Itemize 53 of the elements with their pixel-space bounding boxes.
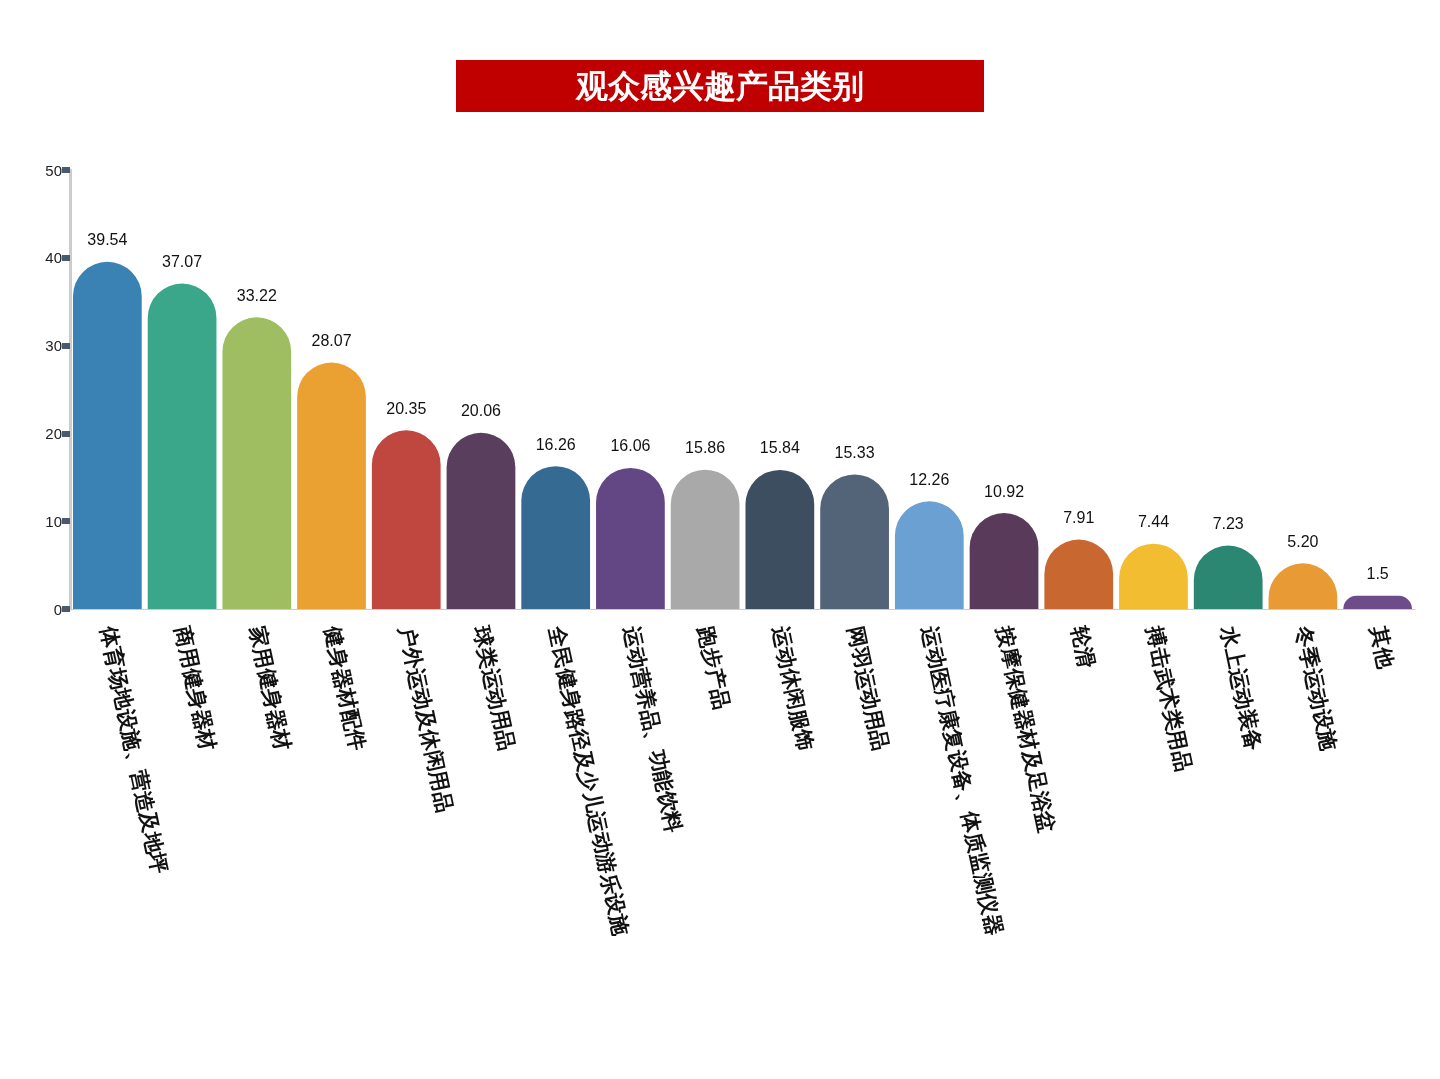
bar [297,362,366,609]
data-label: 15.86 [685,439,726,457]
x-tick-label: 轮滑 [1066,623,1100,671]
data-label: 28.07 [311,332,352,350]
x-tick-label: 运动营养品、功能饮料 [618,623,686,835]
y-tick-label: 0 [53,600,62,618]
data-label: 12.26 [909,470,950,488]
x-tick-label: 按摩保健器材及足浴盆 [992,623,1060,835]
y-tick-label: 40 [45,249,62,267]
bar [222,317,292,609]
data-label: 7.23 [1212,515,1244,533]
y-tick-label: 10 [45,512,62,530]
bar [596,467,665,609]
x-tick-label: 网羽运动用品 [842,624,893,753]
data-label: 15.84 [759,439,800,457]
data-label: 10.92 [984,482,1025,500]
data-label: 20.35 [386,399,427,417]
bar [72,261,142,609]
x-tick-label: 球类运动用品 [469,623,519,753]
bar [745,469,815,609]
data-label: 7.91 [1063,509,1095,527]
y-tick-label: 50 [45,161,62,179]
y-tick-label: 20 [45,424,62,442]
x-tick-label: 商用健身器材 [170,623,221,753]
x-tick-label: 跑步产品 [693,623,735,712]
bar [371,430,441,609]
data-label: 20.06 [460,402,502,420]
x-tick-label: 运动休闲服饰 [767,623,818,753]
bar [521,466,591,609]
x-tick-label: 水上运动装备 [1216,623,1267,753]
bar [446,432,516,609]
x-tick-label: 户外运动及休闲用品 [394,623,458,815]
chart-title: 观众感兴趣产品类别 [575,67,864,105]
x-tick-label: 体育场地设施、营造及地坪 [95,623,172,876]
x-tick-label: 家用健身器材 [244,623,295,753]
data-label: 7.44 [1137,513,1170,531]
bar [670,469,740,609]
data-label: 39.54 [87,231,128,249]
data-label: 5.20 [1287,532,1319,550]
data-label: 1.5 [1366,565,1389,583]
y-tick-label: 30 [45,337,62,355]
data-label: 16.26 [535,435,576,453]
x-tick-label: 冬季运动设施 [1290,623,1341,753]
x-tick-label: 健身器材配件 [319,623,370,753]
x-tick-label: 搏击武术类用品 [1141,623,1196,774]
data-label: 16.06 [610,437,651,455]
data-label: 37.07 [162,253,203,271]
bar [894,501,964,609]
bar [147,283,217,609]
x-tick-label: 其他 [1365,623,1399,672]
data-label: 15.33 [834,443,875,461]
bar [820,474,889,609]
data-label: 33.22 [236,286,277,304]
